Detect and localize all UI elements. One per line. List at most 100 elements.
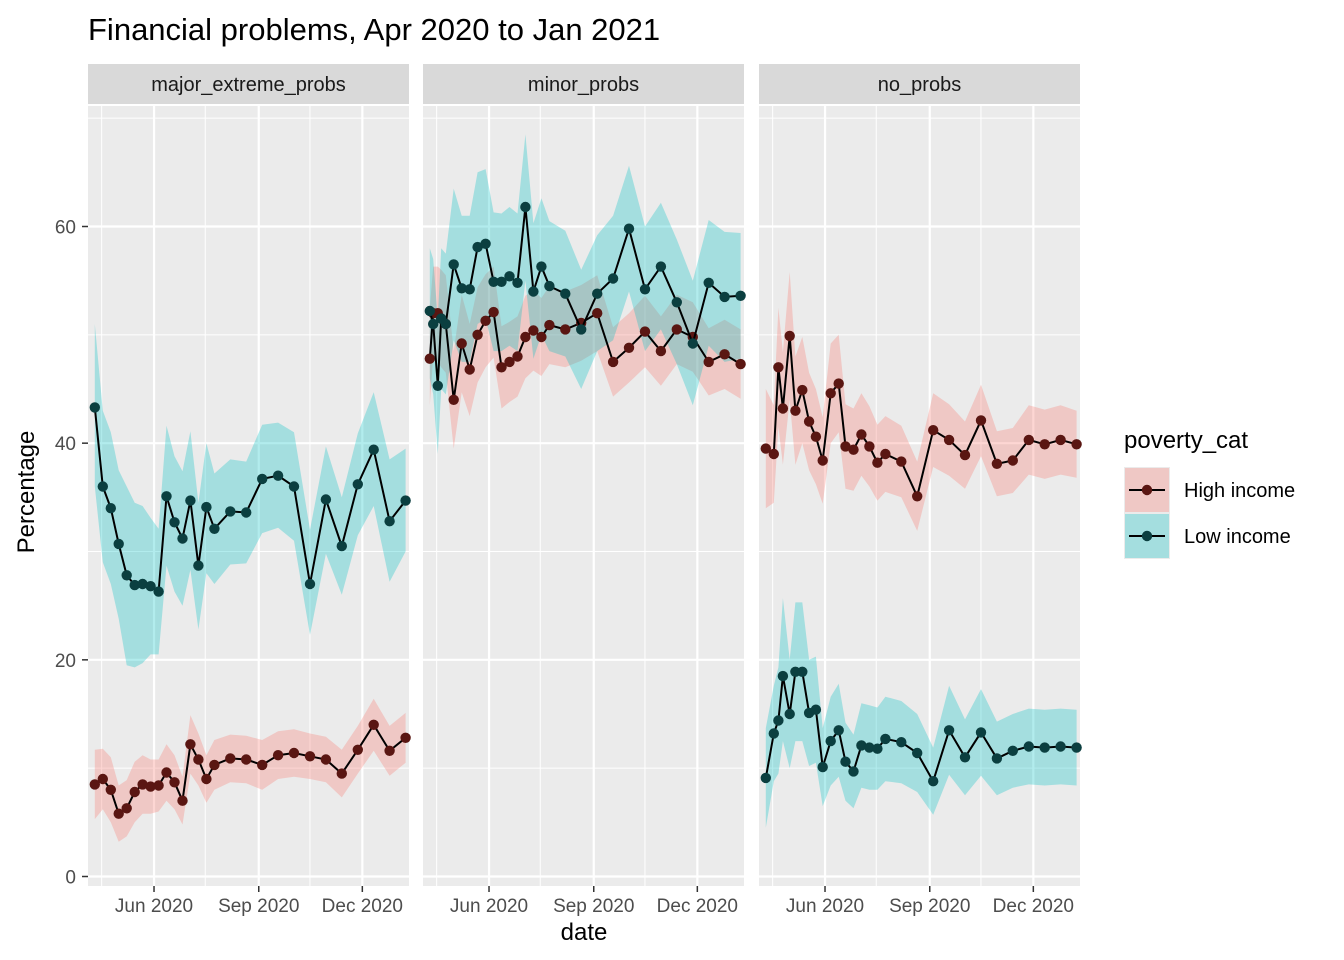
data-point: [288, 481, 300, 492]
data-point: [161, 491, 172, 502]
data-point: [864, 441, 875, 452]
data-point: [512, 277, 523, 288]
data-point: [496, 362, 507, 373]
data-point: [825, 735, 836, 747]
data-point: [169, 777, 180, 788]
data-point: [719, 291, 730, 303]
data-point: [959, 752, 971, 763]
data-point: [777, 403, 789, 414]
data-point: [201, 773, 212, 785]
data-point: [241, 507, 252, 518]
data-point: [1071, 439, 1082, 450]
chart-title: Financial problems, Apr 2020 to Jan 2021: [88, 12, 660, 47]
data-point: [671, 297, 682, 308]
data-point: [576, 324, 587, 335]
data-point: [1039, 439, 1050, 450]
data-point: [424, 353, 435, 364]
facet-strip: [423, 64, 744, 104]
legend-label: Low income: [1184, 526, 1291, 548]
data-point: [304, 578, 316, 590]
data-point: [336, 540, 347, 552]
x-axis-title: date: [561, 919, 608, 946]
data-point: [760, 772, 771, 784]
panel-background: [423, 106, 744, 886]
data-point: [928, 425, 939, 436]
data-point: [89, 779, 101, 790]
data-point: [880, 733, 891, 745]
data-point: [129, 579, 140, 591]
data-point: [840, 441, 851, 452]
data-point: [872, 457, 883, 468]
y-axis: 0 20 40 60: [55, 218, 88, 889]
data-point: [472, 241, 483, 253]
data-point: [113, 538, 124, 550]
data-point: [975, 727, 987, 738]
data-point: [480, 315, 491, 326]
y-tick-label: 40: [55, 434, 76, 455]
data-point: [623, 342, 635, 353]
data-point: [257, 759, 268, 771]
data-point: [784, 330, 795, 342]
data-point: [424, 305, 435, 317]
data-point: [448, 259, 459, 270]
data-point: [864, 742, 875, 753]
x-tick-label: Dec 2020: [993, 896, 1074, 917]
data-point: [810, 704, 822, 715]
data-point: [97, 481, 109, 492]
data-point: [991, 458, 1003, 469]
data-point: [639, 326, 651, 337]
facet-strip: [759, 64, 1080, 104]
data-point: [773, 362, 784, 373]
y-axis-title: Percentage: [13, 431, 40, 554]
data-point: [1007, 745, 1018, 756]
facet-panels: major_extreme_probs Jun 2020 Sep 2020 Dec 2…: [88, 64, 1082, 917]
data-point: [320, 754, 332, 765]
data-point: [177, 795, 188, 806]
data-point: [773, 715, 784, 726]
data-point: [105, 503, 117, 514]
legend-label: High income: [1184, 480, 1295, 502]
data-point: [797, 666, 808, 677]
data-point: [768, 448, 779, 460]
data-point: [384, 516, 395, 527]
data-point: [400, 495, 411, 506]
data-point: [536, 331, 547, 343]
confidence-ribbon: [94, 698, 406, 842]
data-point: [352, 479, 363, 490]
data-point: [352, 744, 363, 755]
data-point: [959, 449, 971, 461]
data-point: [472, 329, 483, 340]
data-point: [607, 356, 619, 368]
data-point: [272, 750, 284, 761]
data-point: [797, 384, 808, 396]
data-point: [687, 338, 698, 349]
data-point: [257, 473, 268, 485]
data-point: [825, 388, 836, 399]
data-point: [777, 670, 789, 682]
data-point: [1055, 741, 1066, 752]
data-point: [153, 780, 164, 791]
data-point: [464, 284, 475, 295]
data-point: [623, 223, 635, 234]
data-point: [817, 455, 828, 466]
data-point: [440, 318, 451, 330]
data-point: [784, 708, 795, 720]
data-point: [304, 751, 316, 762]
data-point: [336, 768, 347, 779]
data-point: [833, 378, 844, 389]
data-point: [400, 732, 411, 743]
x-tick-label: Sep 2020: [553, 896, 634, 917]
data-point: [209, 759, 220, 771]
data-point: [520, 331, 531, 343]
data-point: [655, 261, 667, 272]
data-point: [735, 358, 746, 370]
data-point: [145, 781, 156, 792]
x-tick-label: Dec 2020: [657, 896, 738, 917]
facet-panel-major_extreme_probs: major_extreme_probs Jun 2020 Sep 2020 Dec 2…: [88, 64, 411, 917]
data-point: [504, 356, 515, 368]
data-point: [428, 318, 439, 330]
data-point: [169, 517, 180, 528]
data-point: [512, 351, 523, 362]
data-point: [703, 356, 714, 368]
data-point: [790, 405, 801, 416]
